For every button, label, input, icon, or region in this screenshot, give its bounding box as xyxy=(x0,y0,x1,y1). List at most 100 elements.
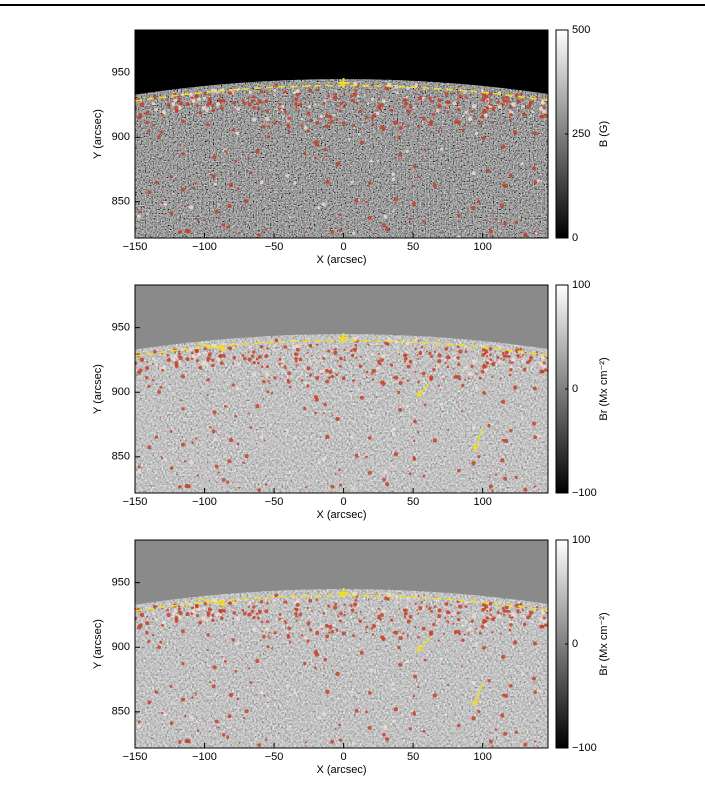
speckle xyxy=(429,377,433,381)
speckle xyxy=(171,357,176,361)
speckle xyxy=(270,647,274,650)
speckle xyxy=(287,371,291,376)
speckle xyxy=(393,375,399,380)
speckle xyxy=(286,380,291,384)
speckle xyxy=(488,353,492,357)
speckle xyxy=(380,125,385,130)
speckle xyxy=(330,119,335,124)
speckle xyxy=(403,105,407,108)
speckle xyxy=(501,183,505,187)
speckle xyxy=(278,612,282,616)
speckle xyxy=(279,378,282,380)
speckle xyxy=(352,634,355,637)
speckle xyxy=(235,386,240,391)
speckle xyxy=(474,641,479,646)
speckle xyxy=(339,228,343,232)
speckle xyxy=(364,603,366,606)
speckle xyxy=(264,372,270,377)
arrow-head xyxy=(219,345,227,352)
speckle xyxy=(367,470,372,475)
speckle xyxy=(319,360,321,362)
speckle xyxy=(489,731,491,734)
speckle xyxy=(285,684,290,688)
speckle xyxy=(330,629,335,634)
speckle xyxy=(333,95,338,100)
speckle xyxy=(520,417,524,421)
speckle xyxy=(236,362,241,366)
speckle xyxy=(265,365,270,369)
speckle xyxy=(485,354,489,358)
speckle xyxy=(206,394,209,397)
speckle xyxy=(306,352,309,355)
speckle xyxy=(255,404,260,409)
speckle xyxy=(522,112,527,117)
speckle xyxy=(137,210,141,214)
speckle xyxy=(412,361,416,364)
speckle xyxy=(488,347,493,351)
speckle xyxy=(356,94,360,98)
speckle xyxy=(247,357,252,362)
speckle xyxy=(266,645,270,649)
speckle xyxy=(448,356,451,359)
speckle xyxy=(201,615,206,621)
speckle xyxy=(154,362,158,367)
speckle xyxy=(338,723,341,727)
speckle xyxy=(171,102,176,106)
speckle xyxy=(217,471,220,474)
speckle xyxy=(403,611,408,616)
speckle xyxy=(184,715,187,718)
speckle xyxy=(500,612,503,615)
speckle xyxy=(154,617,158,622)
speckle xyxy=(521,99,525,102)
speckle xyxy=(235,641,240,646)
speckle xyxy=(363,362,365,365)
speckle xyxy=(178,605,181,608)
speckle xyxy=(343,356,346,358)
speckle xyxy=(249,171,253,174)
speckle xyxy=(382,222,386,227)
speckle xyxy=(444,613,447,616)
speckle xyxy=(180,119,185,124)
center-cross xyxy=(338,77,349,88)
speckle xyxy=(242,716,246,720)
speckle xyxy=(444,106,447,109)
speckle xyxy=(457,468,461,473)
speckle xyxy=(327,604,331,608)
speckle xyxy=(499,377,502,380)
speckle xyxy=(202,96,206,100)
speckle xyxy=(287,626,291,631)
speckle xyxy=(327,94,331,98)
speckle xyxy=(205,363,209,367)
speckle xyxy=(457,375,461,379)
speckle xyxy=(335,416,340,422)
disk xyxy=(135,334,548,493)
speckle xyxy=(211,613,215,617)
speckle xyxy=(354,453,359,458)
speckle xyxy=(432,113,436,117)
speckle xyxy=(414,593,419,597)
speckle xyxy=(403,98,408,102)
speckle xyxy=(508,361,511,364)
speckle xyxy=(359,382,362,385)
speckle xyxy=(252,372,257,377)
speckle xyxy=(350,98,355,103)
speckle xyxy=(467,632,470,635)
speckle xyxy=(490,106,493,109)
colorbar-tick-label: 100 xyxy=(572,279,590,291)
speckle xyxy=(232,610,237,615)
speckle xyxy=(437,129,440,132)
speckle xyxy=(209,349,211,351)
speckle xyxy=(531,365,534,369)
speckle xyxy=(509,683,513,688)
speckle xyxy=(497,104,502,109)
speckle xyxy=(370,117,374,120)
speckle xyxy=(366,102,370,105)
speckle xyxy=(359,395,364,400)
speckle xyxy=(194,182,198,185)
speckle xyxy=(531,110,534,114)
speckle xyxy=(264,99,269,104)
speckle xyxy=(223,149,227,153)
speckle xyxy=(295,619,298,622)
speckle xyxy=(489,476,491,479)
